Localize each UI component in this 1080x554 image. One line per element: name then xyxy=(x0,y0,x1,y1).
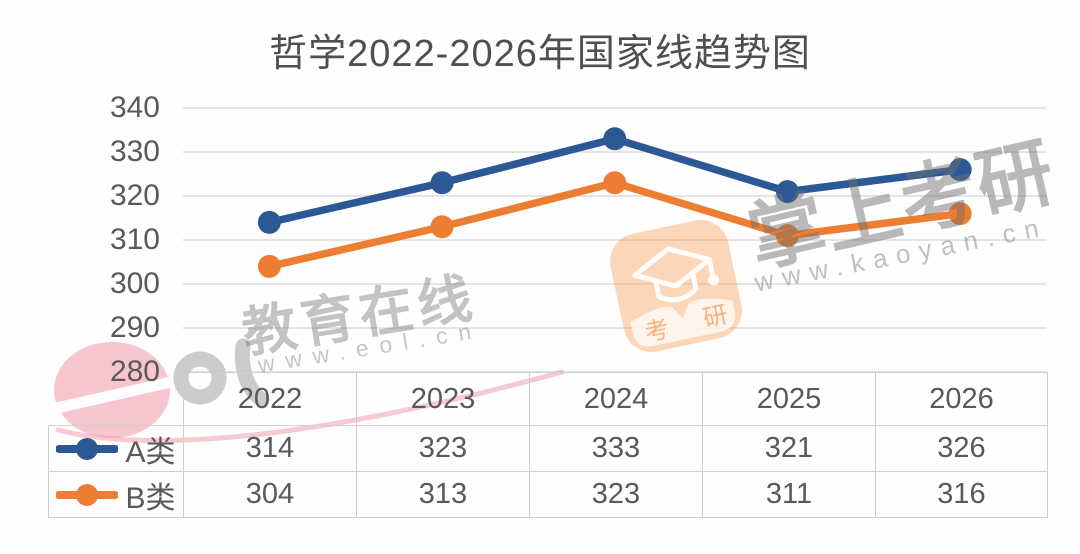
chart-data-table: 2022 2023 2024 2025 2026 A类 314 323 333 … xyxy=(48,372,1048,518)
table-row: B类 304 313 323 311 316 xyxy=(48,471,1048,518)
year-header: 2023 xyxy=(356,372,530,426)
eol-logo-e-slash xyxy=(46,374,182,416)
kaoyan-badge-right: 研 xyxy=(701,301,730,332)
chart-title: 哲学2022-2026年国家线趋势图 xyxy=(269,33,811,75)
data-point-marker xyxy=(257,210,281,234)
table-row: A类 314 323 333 321 326 xyxy=(48,425,1048,472)
data-point-marker xyxy=(775,224,799,248)
legend-key-a-icon xyxy=(56,437,119,460)
series-a-label: A类 xyxy=(125,435,176,469)
value-cell: 333 xyxy=(529,425,703,472)
y-axis-tick-label: 300 xyxy=(109,267,160,300)
data-point-marker xyxy=(257,254,281,278)
value-cell: 316 xyxy=(875,471,1048,518)
legend-item-a: A类 xyxy=(49,426,183,471)
data-point-marker xyxy=(948,158,972,182)
value-cell: 323 xyxy=(529,471,703,518)
y-axis-tick-label: 330 xyxy=(109,135,160,168)
year-header: 2024 xyxy=(529,372,703,426)
y-axis-tick-label: 280 xyxy=(109,355,160,388)
table-header-row: 2022 2023 2024 2025 2026 xyxy=(49,372,1048,426)
value-cell: 323 xyxy=(356,425,530,472)
table-corner-cell xyxy=(49,373,184,426)
legend-key-b-icon xyxy=(56,483,119,506)
series-b-label: B类 xyxy=(125,481,176,515)
kaoyan-app-icon: 考 研 xyxy=(610,220,742,352)
value-cell: 321 xyxy=(702,425,876,472)
data-point-marker xyxy=(948,202,972,226)
value-cell: 311 xyxy=(702,471,876,518)
legend-item-b: B类 xyxy=(49,472,183,517)
kaoyan-badge-left: 考 xyxy=(642,316,671,347)
data-point-marker xyxy=(430,215,454,239)
value-cell: 326 xyxy=(875,425,1048,472)
year-header: 2022 xyxy=(183,372,357,426)
y-axis-tick-label: 310 xyxy=(109,223,160,256)
value-cell: 304 xyxy=(183,471,357,518)
kaoyan-icon-bubble xyxy=(630,298,735,347)
year-header: 2025 xyxy=(702,372,876,426)
y-axis-tick-label: 290 xyxy=(109,311,160,344)
y-axis-tick-label: 320 xyxy=(109,179,160,212)
data-point-marker xyxy=(603,127,627,151)
year-header: 2026 xyxy=(875,372,1048,426)
y-axis-tick-label: 340 xyxy=(109,91,160,124)
value-cell: 314 xyxy=(183,425,357,472)
data-point-marker xyxy=(775,180,799,204)
data-point-marker xyxy=(430,171,454,195)
data-point-marker xyxy=(603,171,627,195)
value-cell: 313 xyxy=(356,471,530,518)
graduation-cap-icon xyxy=(632,246,720,303)
